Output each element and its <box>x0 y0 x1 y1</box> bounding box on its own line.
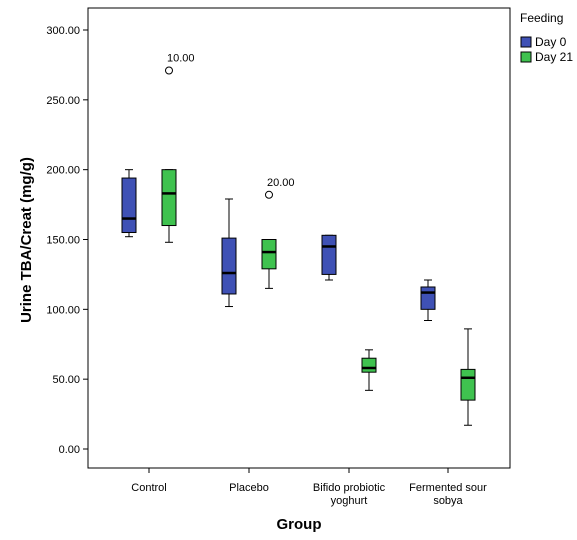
box-iqr <box>261 239 277 270</box>
legend-label: Day 21 <box>535 50 573 64</box>
box-iqr <box>121 177 137 234</box>
x-tick-label: sobya <box>433 495 463 507</box>
x-tick-label: Bifido probiotic <box>313 482 386 494</box>
box-day-0 <box>121 169 137 238</box>
outlier-label: 10.00 <box>167 53 195 65</box>
box-day-21 <box>261 239 277 289</box>
x-tick-label: Fermented sour <box>409 482 487 494</box>
boxes <box>121 169 476 426</box>
y-axis-title: Urine TBA/Creat (mg/g) <box>18 157 35 323</box>
box-day-0 <box>420 279 436 322</box>
box-day-21 <box>460 328 476 426</box>
box-day-0 <box>321 234 337 281</box>
y-tick-label: 200.00 <box>46 165 80 177</box>
box-day-21 <box>161 169 177 243</box>
outliers: 10.00 20.00 <box>165 53 295 199</box>
outlier-point <box>265 190 273 199</box>
plot-area <box>87 7 511 469</box>
box-iqr <box>321 234 337 275</box>
box-iqr <box>221 237 237 295</box>
y-tick-label: 50.00 <box>52 374 80 386</box>
y-tick-label: 150.00 <box>46 235 80 247</box>
y-tick-label: 300.00 <box>46 25 80 37</box>
y-tick-label: 100.00 <box>46 304 80 316</box>
legend-swatch <box>520 36 532 48</box>
box-day-21 <box>361 349 377 391</box>
box-day-0 <box>221 198 237 308</box>
box-iqr <box>361 357 377 373</box>
box-iqr <box>420 286 436 310</box>
legend-label: Day 0 <box>535 35 567 49</box>
box-iqr <box>460 368 476 401</box>
outlier-point <box>165 66 173 75</box>
box-iqr <box>161 169 177 227</box>
y-tick-label: 250.00 <box>46 95 80 107</box>
legend-swatch <box>520 51 532 63</box>
x-axis-title: Group <box>277 516 322 533</box>
y-tick-label: 0.00 <box>59 444 80 456</box>
x-tick-label: Control <box>131 482 166 494</box>
outlier-label: 20.00 <box>267 177 295 189</box>
x-tick-label: yoghurt <box>331 495 368 507</box>
y-axis: 0.00 50.00 100.00 150.00 200.00 250.00 300.00 <box>46 25 88 456</box>
legend-title: Feeding <box>520 11 563 25</box>
x-tick-label: Placebo <box>229 482 269 494</box>
